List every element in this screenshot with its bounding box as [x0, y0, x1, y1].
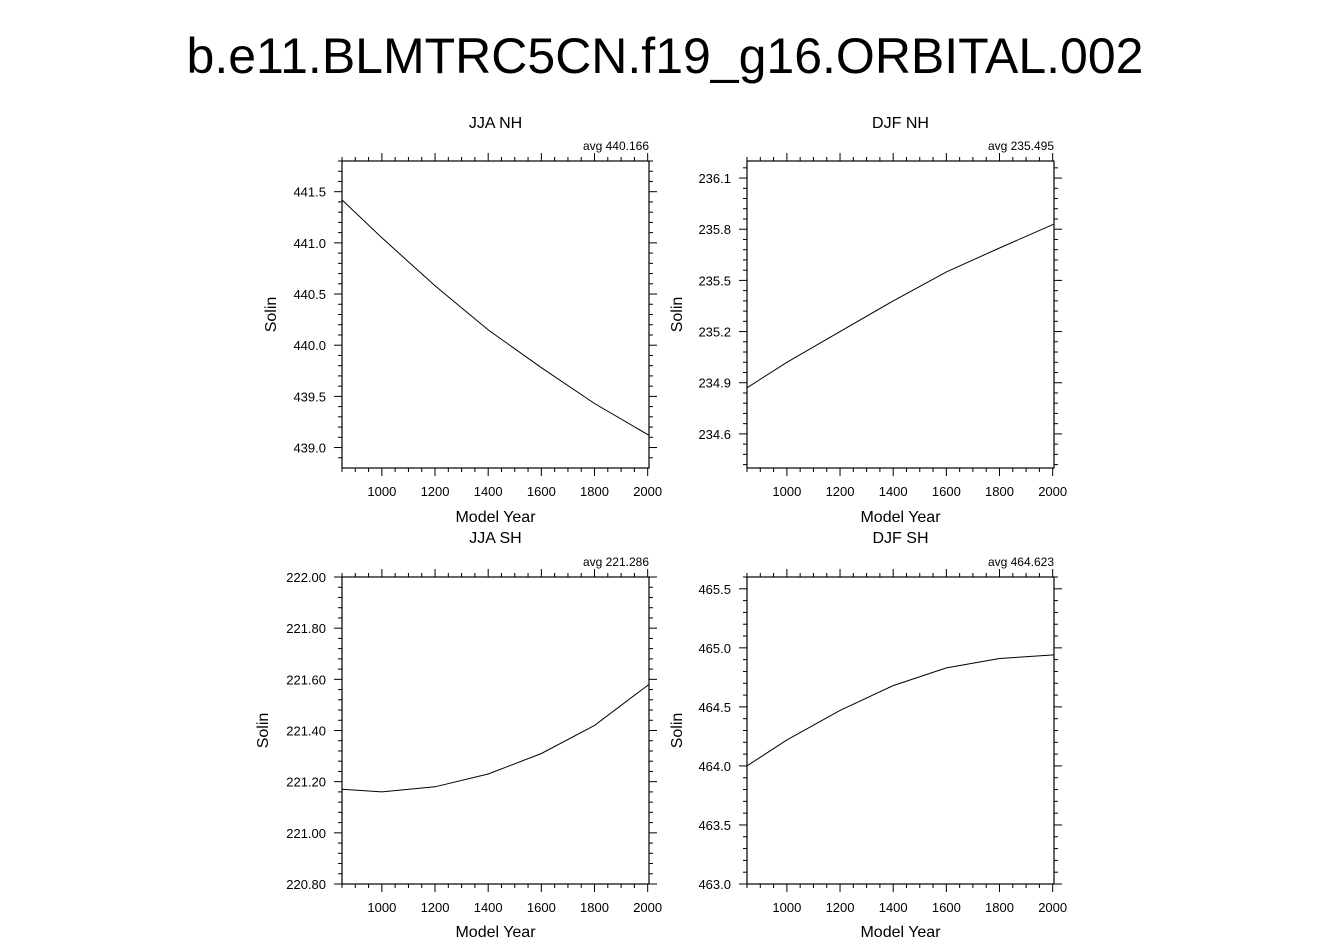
x-tick-label: 1600 [932, 900, 961, 915]
y-axis-label: Solin [255, 713, 272, 749]
y-tick-label: 465.0 [698, 641, 731, 656]
y-tick-label: 221.40 [286, 724, 326, 739]
y-tick-label: 220.80 [286, 877, 326, 892]
y-tick-label: 464.5 [698, 700, 731, 715]
x-tick-label: 1800 [985, 900, 1014, 915]
x-tick-label: 1000 [367, 900, 396, 915]
x-tick-label: 2000 [1038, 484, 1067, 499]
y-tick-label: 463.0 [698, 877, 731, 892]
series-line [746, 223, 1055, 389]
x-tick-label: 1400 [474, 484, 503, 499]
y-tick-label: 236.1 [698, 171, 731, 186]
chart-panel-1: 1000 1200 1400 1600 1800 2000 439.0 439.5 440.0 4… [263, 115, 662, 526]
x-axis-label: Model Year [860, 509, 941, 526]
series-line [341, 684, 650, 793]
y-tick-label: 441.5 [293, 185, 326, 200]
y-tick-label: 235.2 [698, 325, 731, 340]
chart-panel-4: 1000 1200 1400 1600 1800 2000 463.0 463.5 464.0 4… [669, 530, 1067, 941]
average-annotation: avg 440.166 [583, 139, 649, 153]
x-tick-label: 1600 [527, 484, 556, 499]
x-tick-label: 1800 [985, 484, 1014, 499]
x-tick-label: 2000 [1038, 900, 1067, 915]
y-tick-label: 234.6 [698, 427, 731, 442]
x-axis-label: Model Year [455, 924, 536, 941]
x-axis-label: Model Year [455, 509, 536, 526]
y-tick-label: 439.0 [293, 441, 326, 456]
y-tick-label: 221.20 [286, 775, 326, 790]
y-tick-label: 464.0 [698, 759, 731, 774]
x-tick-label: 1600 [527, 900, 556, 915]
x-tick-label: 1200 [421, 484, 450, 499]
x-tick-label: 1000 [772, 900, 801, 915]
x-tick-label: 1800 [580, 484, 609, 499]
y-tick-label: 235.8 [698, 222, 731, 237]
x-tick-label: 2000 [633, 900, 662, 915]
average-annotation: avg 464.623 [988, 555, 1054, 569]
x-tick-label: 1200 [826, 484, 855, 499]
page-title: b.e11.BLMTRC5CN.f19_g16.ORBITAL.002 [186, 28, 1144, 84]
y-tick-label: 221.80 [286, 621, 326, 636]
x-tick-label: 1400 [879, 484, 908, 499]
panel-title: DJF NH [872, 115, 929, 132]
y-axis-label: Solin [263, 297, 280, 333]
x-tick-label: 1200 [826, 900, 855, 915]
y-axis-label: Solin [669, 713, 686, 749]
plot-frame [746, 576, 1055, 885]
y-tick-label: 221.00 [286, 826, 326, 841]
series-line [746, 654, 1055, 767]
y-tick-label: 440.0 [293, 338, 326, 353]
y-tick-label: 440.5 [293, 287, 326, 302]
y-tick-label: 465.5 [698, 582, 731, 597]
chart-panel-2: 1000 1200 1400 1600 1800 2000 234.6 234.9 235.2 2… [669, 115, 1067, 526]
plot-frame [746, 160, 1055, 469]
y-tick-label: 222.00 [286, 570, 326, 585]
y-tick-label: 441.0 [293, 236, 326, 251]
x-tick-label: 1400 [474, 900, 503, 915]
panel-title: JJA SH [469, 530, 521, 547]
y-tick-label: 221.60 [286, 672, 326, 687]
y-axis-label: Solin [669, 297, 686, 333]
x-tick-label: 1800 [580, 900, 609, 915]
x-tick-label: 2000 [633, 484, 662, 499]
x-axis-label: Model Year [860, 924, 941, 941]
y-tick-label: 463.5 [698, 818, 731, 833]
panel-title: DJF SH [873, 530, 929, 547]
y-tick-label: 235.5 [698, 273, 731, 288]
plot-frame [341, 160, 650, 469]
panel-title: JJA NH [469, 115, 522, 132]
y-tick-label: 439.5 [293, 389, 326, 404]
y-tick-label: 234.9 [698, 376, 731, 391]
x-tick-label: 1000 [772, 484, 801, 499]
x-tick-label: 1000 [367, 484, 396, 499]
average-annotation: avg 235.495 [988, 139, 1054, 153]
x-tick-label: 1200 [421, 900, 450, 915]
average-annotation: avg 221.286 [583, 555, 649, 569]
chart-panel-3: 1000 1200 1400 1600 1800 2000 220.80 221.00 221.… [255, 530, 662, 941]
x-tick-label: 1600 [932, 484, 961, 499]
plot-frame [341, 576, 650, 885]
series-line [341, 199, 650, 436]
x-tick-label: 1400 [879, 900, 908, 915]
